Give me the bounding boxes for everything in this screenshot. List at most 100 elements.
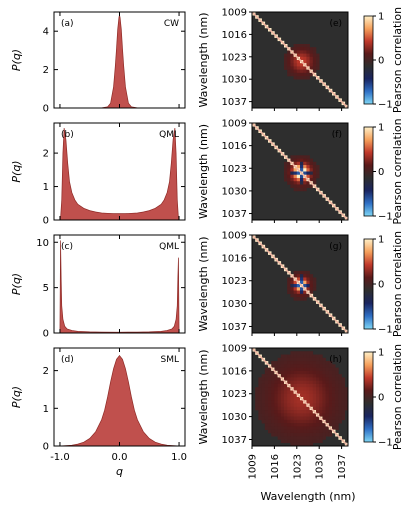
heatmap-cell <box>280 380 285 385</box>
colorbar <box>363 15 374 105</box>
heatmap-cell <box>280 390 285 395</box>
heatmap-cell <box>325 416 330 421</box>
colorbar-tick-label: −1 <box>378 438 393 449</box>
x-axis-label: q <box>116 465 123 478</box>
heatmap-cell <box>296 76 301 80</box>
heatmap-cell <box>287 69 291 74</box>
heatmap-cell <box>284 436 288 440</box>
heatmap-cell <box>328 410 333 414</box>
heatmap-cell <box>296 351 301 355</box>
heatmap-cell <box>290 351 294 355</box>
heatmap-cell <box>264 416 269 421</box>
heatmap-cell <box>309 284 314 288</box>
heatmap-cell <box>300 184 304 188</box>
heatmap-cell <box>280 439 285 444</box>
heatmap-cell <box>303 364 307 368</box>
heatmap-cell <box>264 413 269 417</box>
heatmap-cell <box>287 60 291 64</box>
heatmap-cell <box>290 72 294 77</box>
heatmap-cell <box>306 364 310 368</box>
diagonal-line <box>251 347 349 447</box>
heatmap-cell <box>284 397 288 401</box>
heatmap-cell <box>293 47 298 51</box>
heatmap-cell <box>293 171 298 176</box>
heatmap-cell <box>332 419 336 424</box>
heatmap-cell <box>284 429 288 434</box>
heatmap-cell <box>309 277 314 282</box>
heatmap-cell <box>325 419 330 424</box>
heatmap-cell <box>303 374 307 378</box>
heatmap-cell <box>296 442 301 447</box>
heatmap-cell <box>341 383 346 388</box>
colorbar-tick-label: −1 <box>378 100 393 111</box>
heatmap-cell <box>274 377 278 381</box>
heatmap-cell <box>293 177 298 182</box>
heatmap-cell <box>268 429 272 434</box>
heatmap-cell <box>335 419 339 424</box>
heatmap-cell <box>306 44 310 48</box>
heatmap-cell <box>300 63 304 67</box>
y-tick-label: 1030 <box>222 186 247 197</box>
heatmap-cell <box>293 280 298 285</box>
heatmap-cell <box>341 406 346 411</box>
heatmap-cell <box>309 158 314 163</box>
heatmap-cell <box>306 72 310 77</box>
heatmap-cell <box>287 367 291 372</box>
heatmap-cell <box>309 168 314 172</box>
heatmap-cell <box>296 277 301 282</box>
heatmap-cell <box>268 367 272 372</box>
heatmap-cell <box>312 66 317 70</box>
heatmap-cell <box>271 380 275 385</box>
heatmap-cell <box>306 277 310 282</box>
heatmap-cell <box>268 403 272 408</box>
heatmap-cell <box>293 400 298 404</box>
heatmap-cell <box>284 393 288 398</box>
colorbar-tick-label: −1 <box>378 212 393 223</box>
heatmap-cell <box>303 293 307 298</box>
heatmap-cell <box>258 377 262 381</box>
heatmap-cell <box>296 177 301 182</box>
heatmap-cell <box>335 387 339 391</box>
heatmap-cell <box>274 413 278 417</box>
heatmap-cell <box>312 354 317 359</box>
heatmap-cell <box>316 439 320 444</box>
heatmap-cell <box>290 432 294 437</box>
heatmap-cell <box>271 419 275 424</box>
heatmap-cell <box>277 400 282 404</box>
heatmap-cell <box>312 413 317 417</box>
heatmap-cell <box>293 357 298 362</box>
heatmap-cell <box>271 387 275 391</box>
histogram-panel-0: 0 2 4 (a) CW P(q) <box>10 11 186 115</box>
heatmap-cell <box>306 287 310 291</box>
heatmap-cell <box>300 56 304 61</box>
colorbar-tick-label: 1 <box>378 12 384 23</box>
colorbar-label: Pearson correlation <box>391 344 404 450</box>
heatmap-cell <box>255 397 259 401</box>
y-tick-label: 1016 <box>222 253 247 264</box>
heatmap-cell <box>325 367 330 372</box>
heatmap-cell <box>271 383 275 388</box>
y-tick-label: 2 <box>43 149 49 160</box>
heatmap-cell <box>338 387 342 391</box>
heatmap-cell <box>306 370 310 375</box>
heatmap-cell <box>319 413 323 417</box>
heatmap-cell <box>296 367 301 372</box>
x-tick-label: 1009 <box>248 454 259 479</box>
heatmap-cell <box>264 380 269 385</box>
heatmap-cell <box>293 284 298 288</box>
heatmap-cell <box>290 436 294 440</box>
heatmap-cell <box>303 50 307 54</box>
heatmap-panel-2: 1009 1016 1023 1030 1037 (g) Wavelength (nm) 1 0… <box>197 231 404 338</box>
heatmap-cell <box>290 155 294 159</box>
heatmap-cell <box>309 403 314 408</box>
heatmap-cell <box>325 377 330 381</box>
heatmap-cell <box>325 364 330 368</box>
heatmap-cell <box>312 393 317 398</box>
heatmap-cell <box>300 277 304 282</box>
heatmap-cell <box>264 383 269 388</box>
heatmap-cell <box>296 293 301 298</box>
heatmap-cell <box>293 439 298 444</box>
heatmap-cell <box>325 387 330 391</box>
heatmap-cell <box>303 184 307 188</box>
heatmap-cell <box>300 429 304 434</box>
